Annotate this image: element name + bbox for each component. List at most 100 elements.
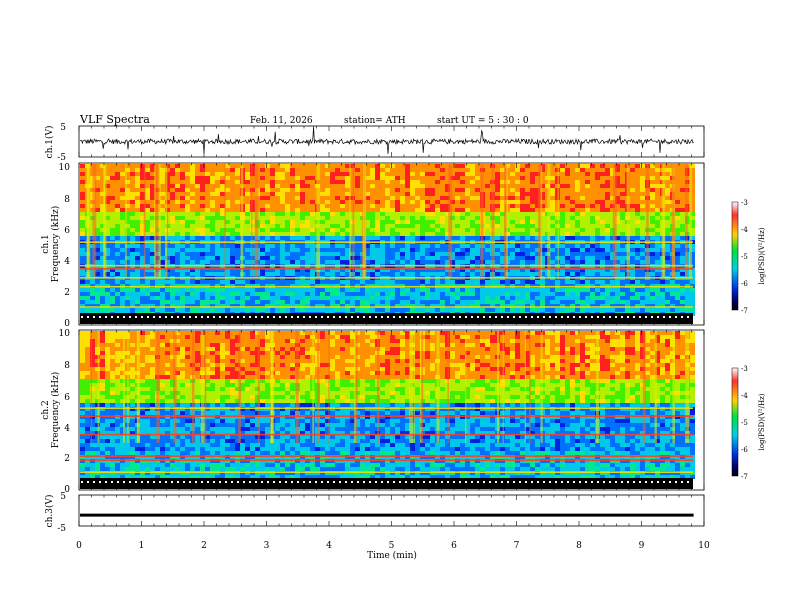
- spectrogram-cell: [140, 212, 145, 216]
- spectrogram-cell: [680, 260, 685, 264]
- spectrogram-cell: [145, 232, 150, 236]
- spectrogram-cell: [405, 296, 410, 300]
- spectrogram-cell: [175, 308, 180, 312]
- spectrogram-cell: [650, 192, 655, 196]
- spectrogram-cell: [320, 272, 325, 276]
- spectrogram-cell: [455, 172, 460, 176]
- spectrogram-cell: [275, 216, 280, 220]
- spectrogram-cell: [575, 288, 580, 292]
- spectrogram-cell: [410, 220, 415, 224]
- transmitter-line: [80, 264, 693, 267]
- spectrogram-cell: [265, 172, 270, 176]
- spectrogram-cell: [420, 208, 425, 212]
- spectrogram-cell: [170, 164, 175, 168]
- spectrogram-cell: [115, 216, 120, 220]
- spectrogram-cell: [625, 296, 630, 300]
- spectrogram-cell: [445, 220, 450, 224]
- spectrogram-cell: [295, 192, 300, 196]
- spectrogram-cell: [425, 300, 430, 304]
- spectrogram-cell: [250, 164, 255, 168]
- spectrogram-cell: [590, 176, 595, 180]
- spectrogram-cell: [515, 268, 520, 272]
- spectrogram-cell: [595, 208, 600, 212]
- spectrogram-cell: [565, 296, 570, 300]
- spectrogram-cell: [470, 272, 475, 276]
- spectrogram-cell: [470, 224, 475, 228]
- spectrogram-cell: [185, 192, 190, 196]
- spectrogram-cell: [275, 224, 280, 228]
- spectrogram-cell: [160, 172, 165, 176]
- spectrogram-cell: [85, 300, 90, 304]
- spectrogram-cell: [365, 220, 370, 224]
- spectrogram-cell: [340, 188, 345, 192]
- spectrogram-cell: [150, 252, 155, 256]
- spectrogram-cell: [210, 272, 215, 276]
- spectrogram-cell: [195, 216, 200, 220]
- spectrogram-cell: [115, 168, 120, 172]
- spectrogram-cell: [540, 228, 545, 232]
- spectrogram-cell: [440, 184, 445, 188]
- spectrogram-cell: [330, 272, 335, 276]
- spectrogram-cell: [360, 304, 365, 308]
- spectrogram-cell: [520, 280, 525, 284]
- spectrogram-cell: [595, 248, 600, 252]
- spectrogram-cell: [180, 220, 185, 224]
- spectrogram-cell: [430, 280, 435, 284]
- spectrogram-cell: [130, 212, 135, 216]
- spectrogram-cell: [175, 188, 180, 192]
- spectrogram-cell: [370, 280, 375, 284]
- spectrogram-cell: [595, 164, 600, 168]
- spectrogram-cell: [575, 204, 580, 208]
- spectrogram-cell: [165, 304, 170, 308]
- spectrogram-cell: [640, 188, 645, 192]
- spectrogram-cell: [510, 280, 515, 284]
- spectrogram-cell: [185, 184, 190, 188]
- spectrogram-cell: [135, 196, 140, 200]
- spectrogram-cell: [140, 296, 145, 300]
- spectrogram-cell: [450, 248, 455, 252]
- spectrogram-cell: [355, 216, 360, 220]
- spectrogram-cell: [420, 296, 425, 300]
- spectrogram-cell: [610, 168, 615, 172]
- spectrogram-cell: [535, 268, 540, 272]
- spectrogram-cell: [460, 180, 465, 184]
- spectrogram-cell: [510, 288, 515, 292]
- spectrogram-cell: [390, 216, 395, 220]
- low-frequency-dot: [369, 316, 371, 318]
- spectrogram-cell: [560, 252, 565, 256]
- spectrogram-cell: [200, 244, 205, 248]
- spectrogram-cell: [260, 252, 265, 256]
- spectrogram-cell: [555, 300, 560, 304]
- spectrogram-cell: [280, 204, 285, 208]
- spectrogram-cell: [160, 288, 165, 292]
- spectrogram-cell: [440, 172, 445, 176]
- spectrogram-cell: [330, 192, 335, 196]
- spectrogram-cell: [160, 200, 165, 204]
- spectrogram-cell: [285, 208, 290, 212]
- spectrogram-cell: [610, 232, 615, 236]
- spectrogram-cell: [400, 204, 405, 208]
- spectrogram-cell: [630, 212, 635, 216]
- spectrogram-cell: [680, 200, 685, 204]
- spectrogram-cell: [435, 184, 440, 188]
- spectrogram-cell: [270, 272, 275, 276]
- spectrogram-cell: [250, 244, 255, 248]
- spectrogram-cell: [370, 296, 375, 300]
- spectrogram-cell: [410, 296, 415, 300]
- spectrogram-cell: [390, 164, 395, 168]
- spectrogram-cell: [610, 228, 615, 232]
- spectrogram-cell: [180, 208, 185, 212]
- spectrogram-cell: [415, 196, 420, 200]
- spectrogram-cell: [115, 192, 120, 196]
- spectrogram-cell: [230, 236, 235, 240]
- spectrogram-cell: [335, 204, 340, 208]
- spectrogram-cell: [580, 268, 585, 272]
- spectrogram-cell: [150, 272, 155, 276]
- spectrogram-cell: [445, 184, 450, 188]
- spectrogram-cell: [345, 220, 350, 224]
- spectrogram-cell: [615, 296, 620, 300]
- spectrogram-cell: [495, 208, 500, 212]
- spectrogram-cell: [100, 224, 105, 228]
- spectrogram-cell: [395, 304, 400, 308]
- spectrogram-cell: [455, 236, 460, 240]
